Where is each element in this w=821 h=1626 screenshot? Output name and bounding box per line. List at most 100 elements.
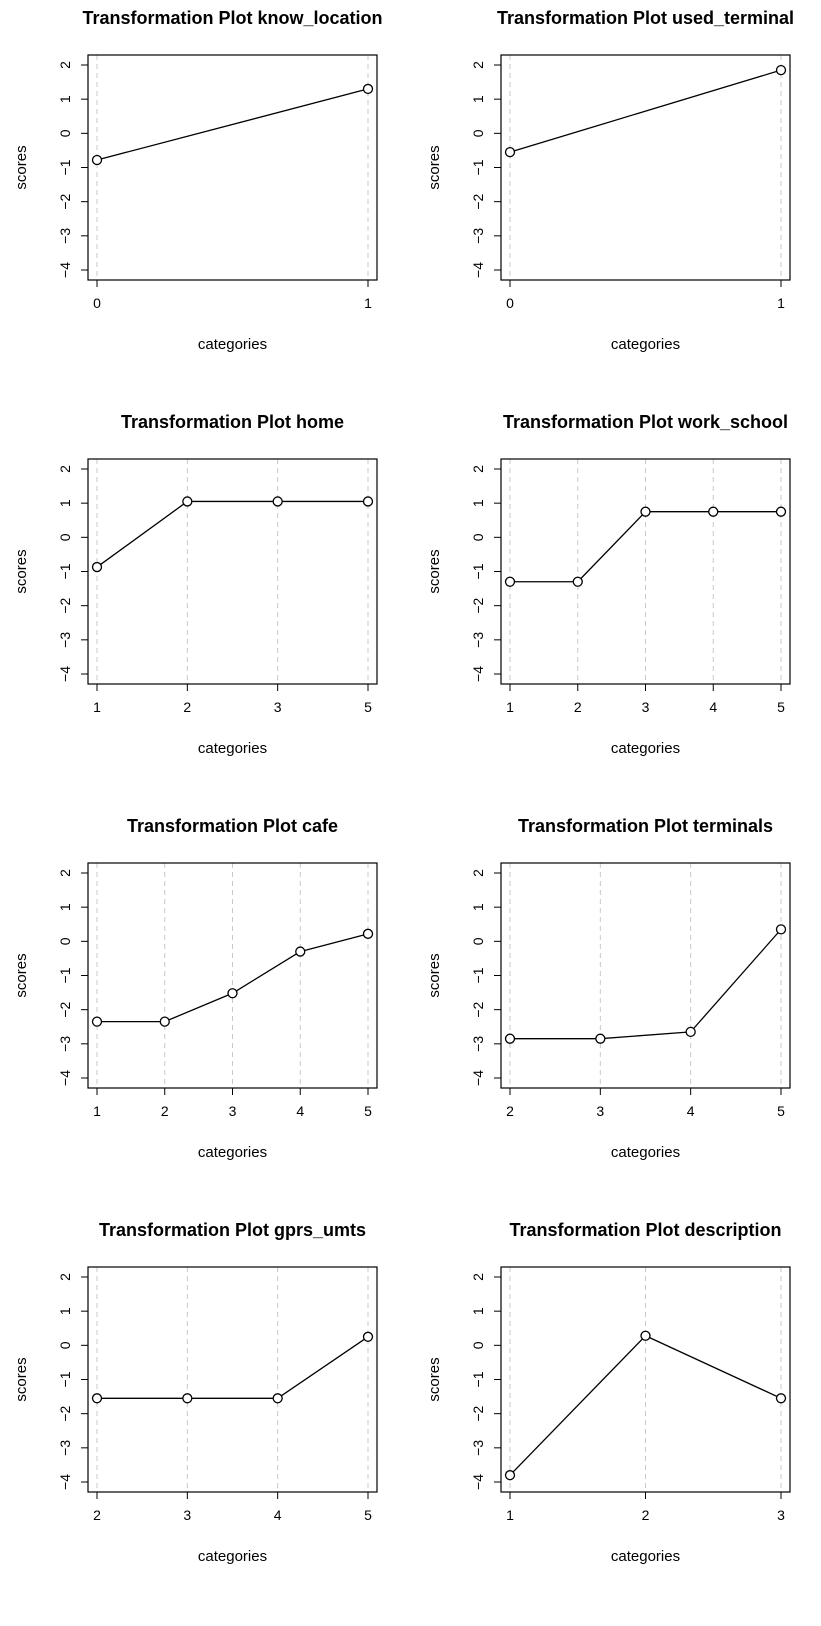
chart-title: Transformation Plot work_school (503, 412, 788, 432)
series-line-segment (509, 69, 782, 153)
data-point (708, 506, 719, 517)
y-tick-label: 0 (470, 533, 486, 541)
y-tick-label: 0 (57, 1341, 73, 1349)
x-tick-label: 3 (229, 1103, 237, 1119)
x-tick-label: 5 (777, 1103, 785, 1119)
series-line-segment (509, 1335, 646, 1476)
y-tick-label: −1 (470, 159, 486, 175)
x-tick-label: 1 (506, 1507, 514, 1523)
x-tick-label: 1 (93, 1103, 101, 1119)
data-point (504, 146, 516, 158)
x-axis-label: categories (198, 1548, 267, 1565)
x-tick-label: 5 (364, 1507, 372, 1523)
y-tick-label: −3 (470, 1036, 486, 1052)
x-tick-label: 0 (506, 295, 514, 311)
y-tick-label: 2 (57, 869, 73, 877)
data-point (775, 1393, 787, 1404)
chart-panel-4: Transformation Plot work_school 2 1 0 −1 −2 −3… (426, 412, 791, 757)
data-point (227, 988, 238, 999)
series-line-segment (164, 992, 233, 1023)
y-tick-label: −2 (470, 597, 486, 613)
y-tick-label: −1 (57, 563, 73, 579)
y-tick-label: −1 (470, 967, 486, 983)
chart-panel-5: Transformation Plot cafe 2 1 0 −1 −2 −3 −4 1 2 3 4 5… (13, 816, 378, 1161)
x-tick-label: 5 (364, 1103, 372, 1119)
data-point (362, 928, 374, 939)
y-tick-label: 1 (470, 95, 486, 103)
y-axis-label: scores (13, 145, 30, 189)
series-line-segment (600, 1031, 691, 1040)
y-tick-label: 1 (57, 95, 73, 103)
y-tick-label: 1 (470, 903, 486, 911)
x-tick-label: 4 (296, 1103, 304, 1119)
x-tick-label: 2 (93, 1507, 101, 1523)
y-tick-label: −1 (57, 1371, 73, 1387)
y-tick-label: 1 (470, 1307, 486, 1315)
y-tick-label: 1 (57, 903, 73, 911)
y-tick-label: −2 (470, 193, 486, 209)
data-point (775, 506, 787, 517)
y-tick-label: −3 (57, 1440, 73, 1456)
data-point (362, 1331, 374, 1342)
x-tick-label: 5 (364, 699, 372, 715)
x-tick-label: 2 (642, 1507, 650, 1523)
x-tick-label: 5 (777, 699, 785, 715)
chart-panel-3: Transformation Plot home 2 1 0 −1 −2 −3 −4 1 2 3 5 c… (13, 412, 378, 757)
y-tick-label: −2 (470, 1001, 486, 1017)
data-point (775, 64, 787, 76)
y-tick-label: 2 (57, 1273, 73, 1281)
data-point (504, 576, 516, 587)
chart-panel-6: Transformation Plot terminals 2 1 0 −1 −2 −3 −4… (426, 816, 791, 1161)
y-axis-label: scores (426, 953, 443, 997)
x-tick-label: 3 (596, 1103, 604, 1119)
data-point (504, 1470, 516, 1481)
data-point (640, 1330, 651, 1341)
series-line-segment (577, 511, 646, 583)
y-tick-label: 0 (470, 1341, 486, 1349)
data-point (182, 496, 193, 507)
y-axis-label: scores (426, 1357, 443, 1401)
series-line-segment (277, 1336, 369, 1399)
y-axis-label: scores (13, 953, 30, 997)
y-tick-label: −1 (470, 563, 486, 579)
data-point (91, 1016, 103, 1027)
y-tick-label: −3 (470, 1440, 486, 1456)
x-axis-label: categories (198, 740, 267, 757)
x-tick-label: 2 (183, 699, 191, 715)
y-tick-label: −2 (470, 1405, 486, 1421)
x-tick-label: 3 (642, 699, 650, 715)
x-tick-label: 1 (777, 295, 785, 311)
x-tick-label: 1 (93, 699, 101, 715)
x-tick-label: 3 (274, 699, 282, 715)
data-point (91, 154, 103, 166)
y-tick-label: −2 (57, 597, 73, 613)
data-point (595, 1033, 606, 1044)
x-tick-label: 4 (709, 699, 717, 715)
data-point (272, 496, 283, 507)
y-tick-label: −3 (57, 228, 73, 244)
x-tick-label: 2 (161, 1103, 169, 1119)
data-point (685, 1026, 696, 1038)
y-tick-label: −3 (470, 632, 486, 648)
x-tick-label: 3 (183, 1507, 191, 1523)
y-tick-label: 1 (57, 499, 73, 507)
x-axis-label: categories (198, 1144, 267, 1161)
x-tick-label: 4 (274, 1507, 282, 1523)
data-point (362, 496, 374, 507)
y-tick-label: −2 (57, 1001, 73, 1017)
chart-title: Transformation Plot home (121, 412, 344, 432)
y-tick-label: −4 (470, 1474, 486, 1490)
data-point (91, 1393, 103, 1404)
x-axis-label: categories (611, 1548, 680, 1565)
y-tick-label: −3 (57, 632, 73, 648)
y-tick-label: 2 (57, 61, 73, 69)
series-line-segment (96, 88, 369, 161)
x-tick-label: 1 (364, 295, 372, 311)
y-tick-label: −2 (57, 1405, 73, 1421)
y-tick-label: 2 (57, 465, 73, 473)
y-tick-label: 0 (57, 533, 73, 541)
y-tick-label: 0 (470, 129, 486, 137)
y-tick-label: −4 (57, 262, 73, 278)
